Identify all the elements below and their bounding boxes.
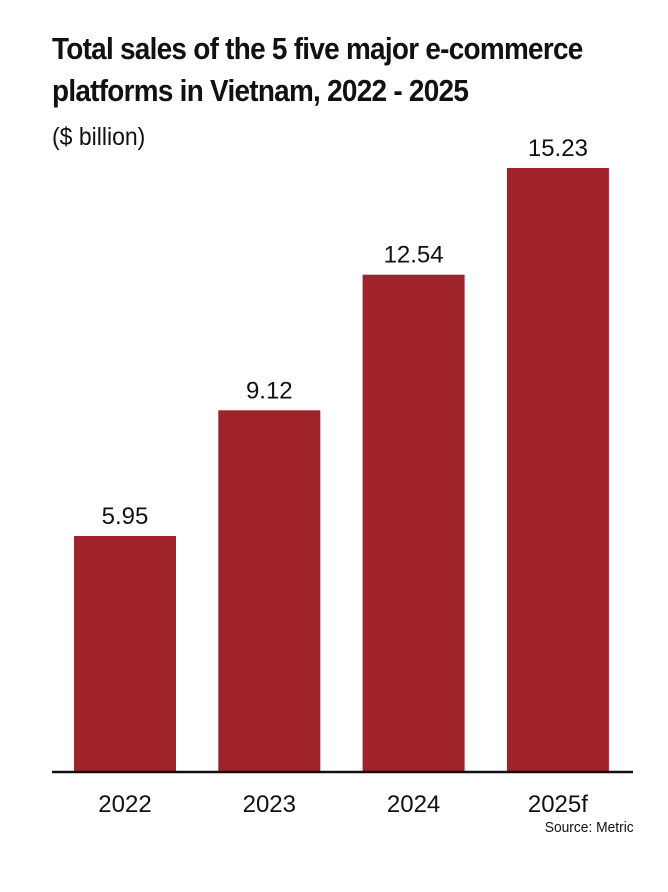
data-labels-group: 5.95 9.12 12.54 15.23: [102, 135, 588, 530]
bar-2025f: [506, 168, 609, 772]
bar-2022: [74, 536, 176, 772]
x-tick-label-2022: 2022: [98, 791, 151, 818]
x-tick-label-2025f: 2025f: [528, 791, 588, 818]
bars-group: [74, 168, 609, 772]
chart-subtitle: ($ billion): [52, 123, 146, 151]
source-note: Source: Metric: [545, 819, 634, 836]
data-label-2024: 12.54: [384, 242, 444, 269]
x-tick-labels-group: 2022 2023 2024 2025f: [98, 791, 588, 818]
x-tick-label-2023: 2023: [243, 791, 296, 818]
x-tick-label-2024: 2024: [387, 791, 440, 818]
chart-title: Total sales of the 5 five major e-commer…: [52, 31, 583, 108]
bar-2023: [218, 410, 321, 772]
data-label-2025f: 15.23: [528, 135, 588, 162]
data-label-2022: 5.95: [102, 503, 149, 530]
bar-2024: [362, 274, 465, 772]
data-label-2023: 9.12: [246, 377, 293, 404]
